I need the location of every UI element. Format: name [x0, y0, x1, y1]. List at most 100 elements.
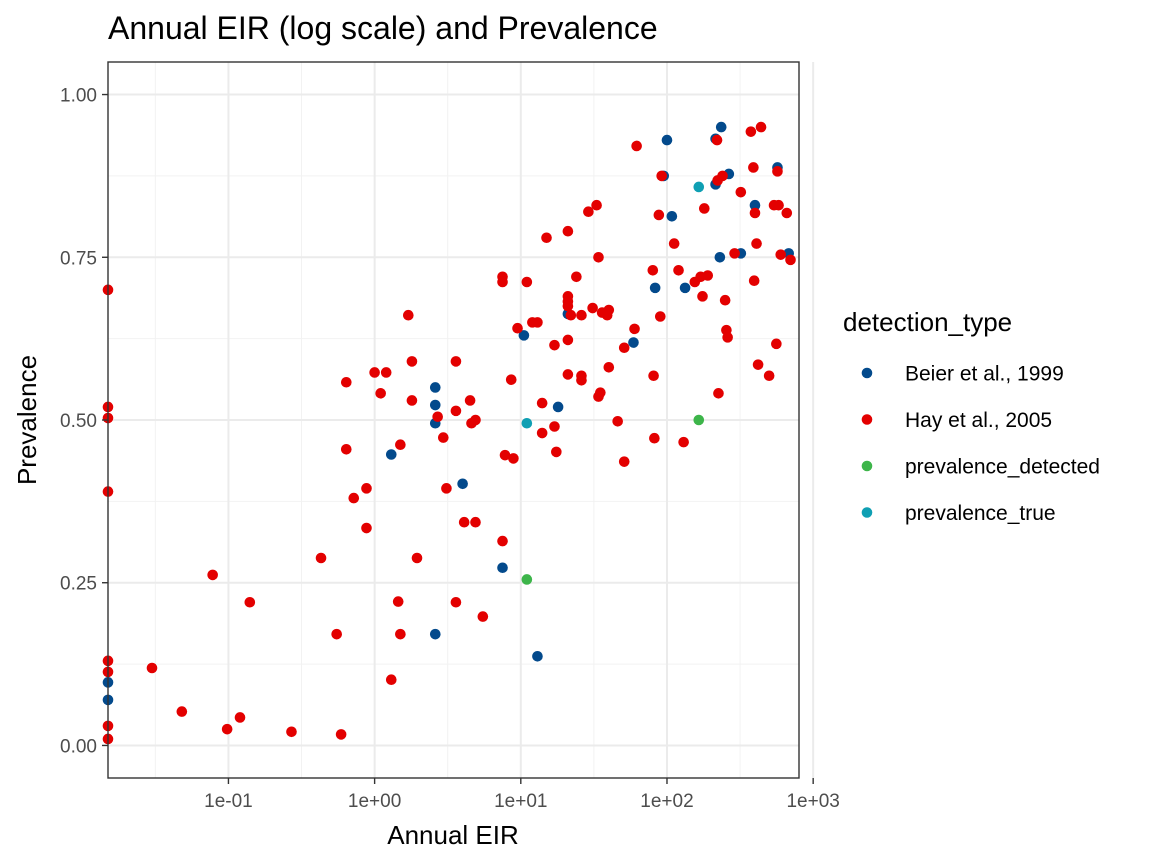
y-tick-label: 0.50: [60, 411, 97, 432]
x-tick-label: 1e+02: [640, 791, 693, 812]
legend-label: Beier et al., 1999: [905, 363, 1064, 386]
data-point: [146, 662, 158, 674]
legend-label: prevalence_detected: [905, 456, 1100, 479]
data-point: [571, 271, 582, 283]
data-point: [576, 374, 587, 386]
data-point: [340, 376, 352, 388]
data-point: [532, 317, 543, 328]
data-point: [593, 251, 604, 263]
data-point: [565, 309, 577, 321]
data-point: [497, 562, 508, 574]
x-tick-label: 1e+00: [348, 791, 401, 812]
x-tick-label: 1e-01: [204, 791, 253, 812]
data-point: [562, 225, 574, 237]
data-point: [752, 359, 764, 370]
data-point: [508, 453, 519, 464]
data-point: [375, 388, 386, 399]
data-point: [441, 483, 452, 494]
data-point: [618, 456, 630, 467]
data-point: [429, 399, 441, 411]
data-point: [693, 181, 705, 193]
legend-label: prevalence_true: [905, 502, 1056, 525]
data-point: [763, 370, 775, 382]
data-point: [748, 162, 759, 173]
data-point: [699, 203, 710, 214]
x-tick-label: 1e+01: [494, 791, 547, 812]
data-point: [603, 304, 615, 316]
data-point: [429, 628, 441, 640]
data-point: [697, 291, 708, 302]
data-point: [438, 432, 449, 443]
data-point: [722, 332, 733, 343]
data-point: [656, 170, 667, 182]
data-point: [603, 361, 615, 373]
series-1: [102, 121, 796, 745]
data-point: [549, 421, 560, 432]
data-point: [458, 516, 470, 528]
data-point: [711, 134, 723, 146]
data-point: [595, 387, 606, 398]
data-point: [385, 674, 397, 686]
data-point: [406, 395, 418, 406]
data-point: [176, 706, 188, 717]
data-point: [361, 483, 372, 494]
data-point: [380, 367, 392, 378]
data-point: [647, 264, 659, 276]
series-0: [102, 121, 794, 706]
data-point: [771, 338, 782, 350]
data-point: [714, 251, 726, 263]
data-point: [536, 397, 548, 409]
data-point: [518, 330, 530, 341]
chart-title: Annual EIR (log scale) and Prevalence: [108, 10, 658, 46]
data-point: [403, 309, 414, 321]
data-point: [348, 492, 360, 504]
data-point: [562, 300, 574, 312]
data-point: [673, 264, 684, 276]
x-axis-label: Annual EIR: [387, 820, 519, 850]
data-point: [477, 611, 489, 622]
data-point: [429, 382, 441, 393]
data-point: [369, 367, 380, 378]
data-point: [772, 166, 783, 177]
legend: detection_type Beier et al., 1999 Hay et …: [843, 307, 1100, 525]
data-point: [406, 356, 418, 367]
series-3: [521, 181, 705, 429]
legend-key: [861, 414, 873, 425]
data-point: [562, 369, 574, 380]
data-points: [102, 121, 796, 745]
data-point: [775, 249, 787, 260]
data-point: [551, 446, 562, 458]
data-point: [781, 207, 793, 219]
x-axis-ticks: 1e-01 1e+00 1e+01 1e+02 1e+03: [204, 778, 840, 812]
data-point: [331, 628, 342, 640]
data-point: [618, 342, 630, 354]
data-point: [552, 401, 564, 413]
y-axis-label: Prevalence: [12, 355, 42, 485]
data-point: [395, 628, 406, 640]
data-point: [361, 522, 372, 534]
data-point: [702, 270, 714, 281]
legend-key: [861, 367, 873, 379]
data-point: [521, 417, 533, 429]
data-point: [587, 302, 598, 314]
legend-key: [861, 507, 873, 518]
data-point: [411, 552, 423, 564]
data-point: [755, 121, 767, 133]
data-point: [648, 370, 659, 382]
data-point: [629, 323, 640, 335]
data-point: [207, 569, 218, 581]
data-point: [234, 712, 246, 723]
series-2: [521, 414, 705, 585]
data-point: [536, 427, 548, 439]
data-point: [631, 140, 642, 152]
data-point: [751, 238, 762, 249]
data-point: [340, 443, 352, 455]
data-point: [505, 374, 517, 385]
data-point: [719, 294, 731, 306]
data-point: [562, 334, 574, 346]
data-point: [612, 416, 623, 427]
data-point: [628, 337, 639, 348]
legend-key: [861, 460, 873, 472]
data-point: [395, 439, 406, 451]
